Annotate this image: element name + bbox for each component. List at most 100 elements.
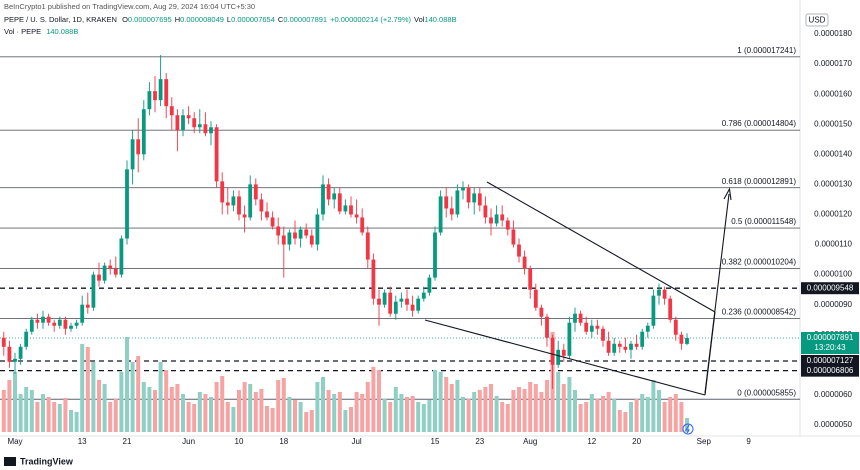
volume-bar (192, 404, 197, 432)
volume-bar (85, 347, 90, 432)
candle-body (371, 259, 376, 299)
candle-body (270, 217, 275, 227)
volume-bar (500, 402, 505, 432)
volume-bar (57, 404, 62, 432)
candle-body (63, 319, 68, 329)
volume-bar (651, 380, 656, 432)
fib-label: 0 (0.000005855) (737, 388, 796, 397)
volume-bar (46, 397, 51, 432)
candle-body (80, 304, 85, 323)
volume-bar (248, 384, 253, 432)
volume-bar (130, 362, 135, 432)
volume-bar (393, 387, 398, 432)
volume-bar (466, 399, 471, 432)
candle-body (433, 232, 437, 278)
volume-bar (321, 377, 325, 432)
level-tag (801, 282, 859, 295)
candle-body (399, 298, 404, 302)
volume-bar (164, 370, 169, 432)
volume-bar (354, 392, 359, 432)
volume-bar (80, 344, 85, 432)
volume-bar (382, 399, 387, 432)
currency: USD (809, 16, 826, 25)
upper-trendline (486, 181, 716, 313)
volume-bar (640, 394, 645, 432)
brand: TradingView (20, 456, 74, 466)
candle-body (472, 193, 477, 203)
x-tick-label: Sep (697, 437, 712, 446)
ohlc-value: 0.000008049 (180, 15, 224, 24)
candle-body (354, 214, 359, 218)
volume-bar (231, 407, 236, 432)
candle-body (158, 79, 163, 101)
candle-body (248, 184, 253, 218)
y-tick-label: 0.0000100 (814, 270, 852, 279)
candle-body (41, 316, 45, 323)
volume-bar (281, 378, 286, 432)
currency-box (805, 13, 829, 27)
symbol: PEPE / U. S. Dollar, 1D, KRAKEN (4, 15, 117, 24)
candle-body (91, 274, 96, 308)
volume-bar (242, 382, 247, 432)
ohlc-key: L (226, 15, 232, 24)
event-bolt (685, 424, 690, 434)
x-tick-label: 23 (475, 437, 484, 446)
y-tick-label: 0.0000150 (814, 119, 852, 128)
candle-body (343, 205, 348, 212)
volume-bar (119, 372, 124, 432)
volume-bar (634, 399, 639, 432)
y-tick-label: 0.0000090 (814, 300, 852, 309)
candle-body (153, 91, 157, 101)
volume-line: Vol · PEPE 140.088B (4, 27, 81, 36)
volume-bar (533, 384, 538, 432)
candle-body (231, 196, 236, 206)
symbol-line: PEPE / U. S. Dollar, 1D, KRAKEN O0.00000… (4, 15, 460, 24)
volume-bar (399, 394, 404, 432)
volume-value: 140.088B (46, 27, 79, 36)
candle-body (203, 124, 208, 134)
candle-body (528, 268, 533, 290)
volume-bar (113, 399, 118, 432)
x-tick-label: Aug (523, 437, 537, 446)
candle-body (119, 238, 124, 275)
candle-body (595, 325, 600, 329)
candle-body (181, 115, 185, 131)
x-tick-label: 10 (235, 437, 244, 446)
published-line: BeInCrypto1 published on TradingView.com… (4, 2, 258, 11)
x-tick-label: 13 (78, 437, 87, 446)
projection-arrow (704, 193, 730, 394)
volume-bar (539, 392, 544, 432)
volume-bar (360, 394, 365, 432)
volume-bar (365, 382, 370, 432)
y-tick-label: 0.0000060 (814, 390, 852, 399)
fib-label: 0.236 (0.000008542) (722, 308, 797, 317)
volume-bar (203, 394, 208, 432)
candle-body (623, 346, 628, 350)
candle-body (332, 193, 337, 200)
candle-body (657, 289, 661, 296)
candle-body (237, 196, 241, 215)
ohlc-key: H (174, 15, 181, 24)
level-tag-label: 0.000009548 (807, 283, 854, 292)
candle-body (449, 208, 454, 215)
volume-bar (483, 387, 488, 432)
candle-body (466, 187, 471, 203)
volume-bar (472, 392, 477, 432)
volume-bar (214, 382, 219, 432)
candle-body (360, 217, 365, 233)
candle-body (52, 322, 57, 326)
volume-bar (589, 394, 594, 432)
trend-lines (424, 181, 732, 396)
candle-body (337, 193, 342, 212)
volume-bar (573, 390, 577, 432)
x-tick-label: 12 (587, 437, 596, 446)
volume-bar (679, 402, 684, 432)
volume-bar (377, 370, 381, 432)
candle-body (483, 205, 488, 218)
volume-bar (1, 390, 6, 432)
volume-bar (181, 394, 185, 432)
level-tag (801, 364, 859, 377)
countdown: 13:20:43 (814, 343, 846, 352)
